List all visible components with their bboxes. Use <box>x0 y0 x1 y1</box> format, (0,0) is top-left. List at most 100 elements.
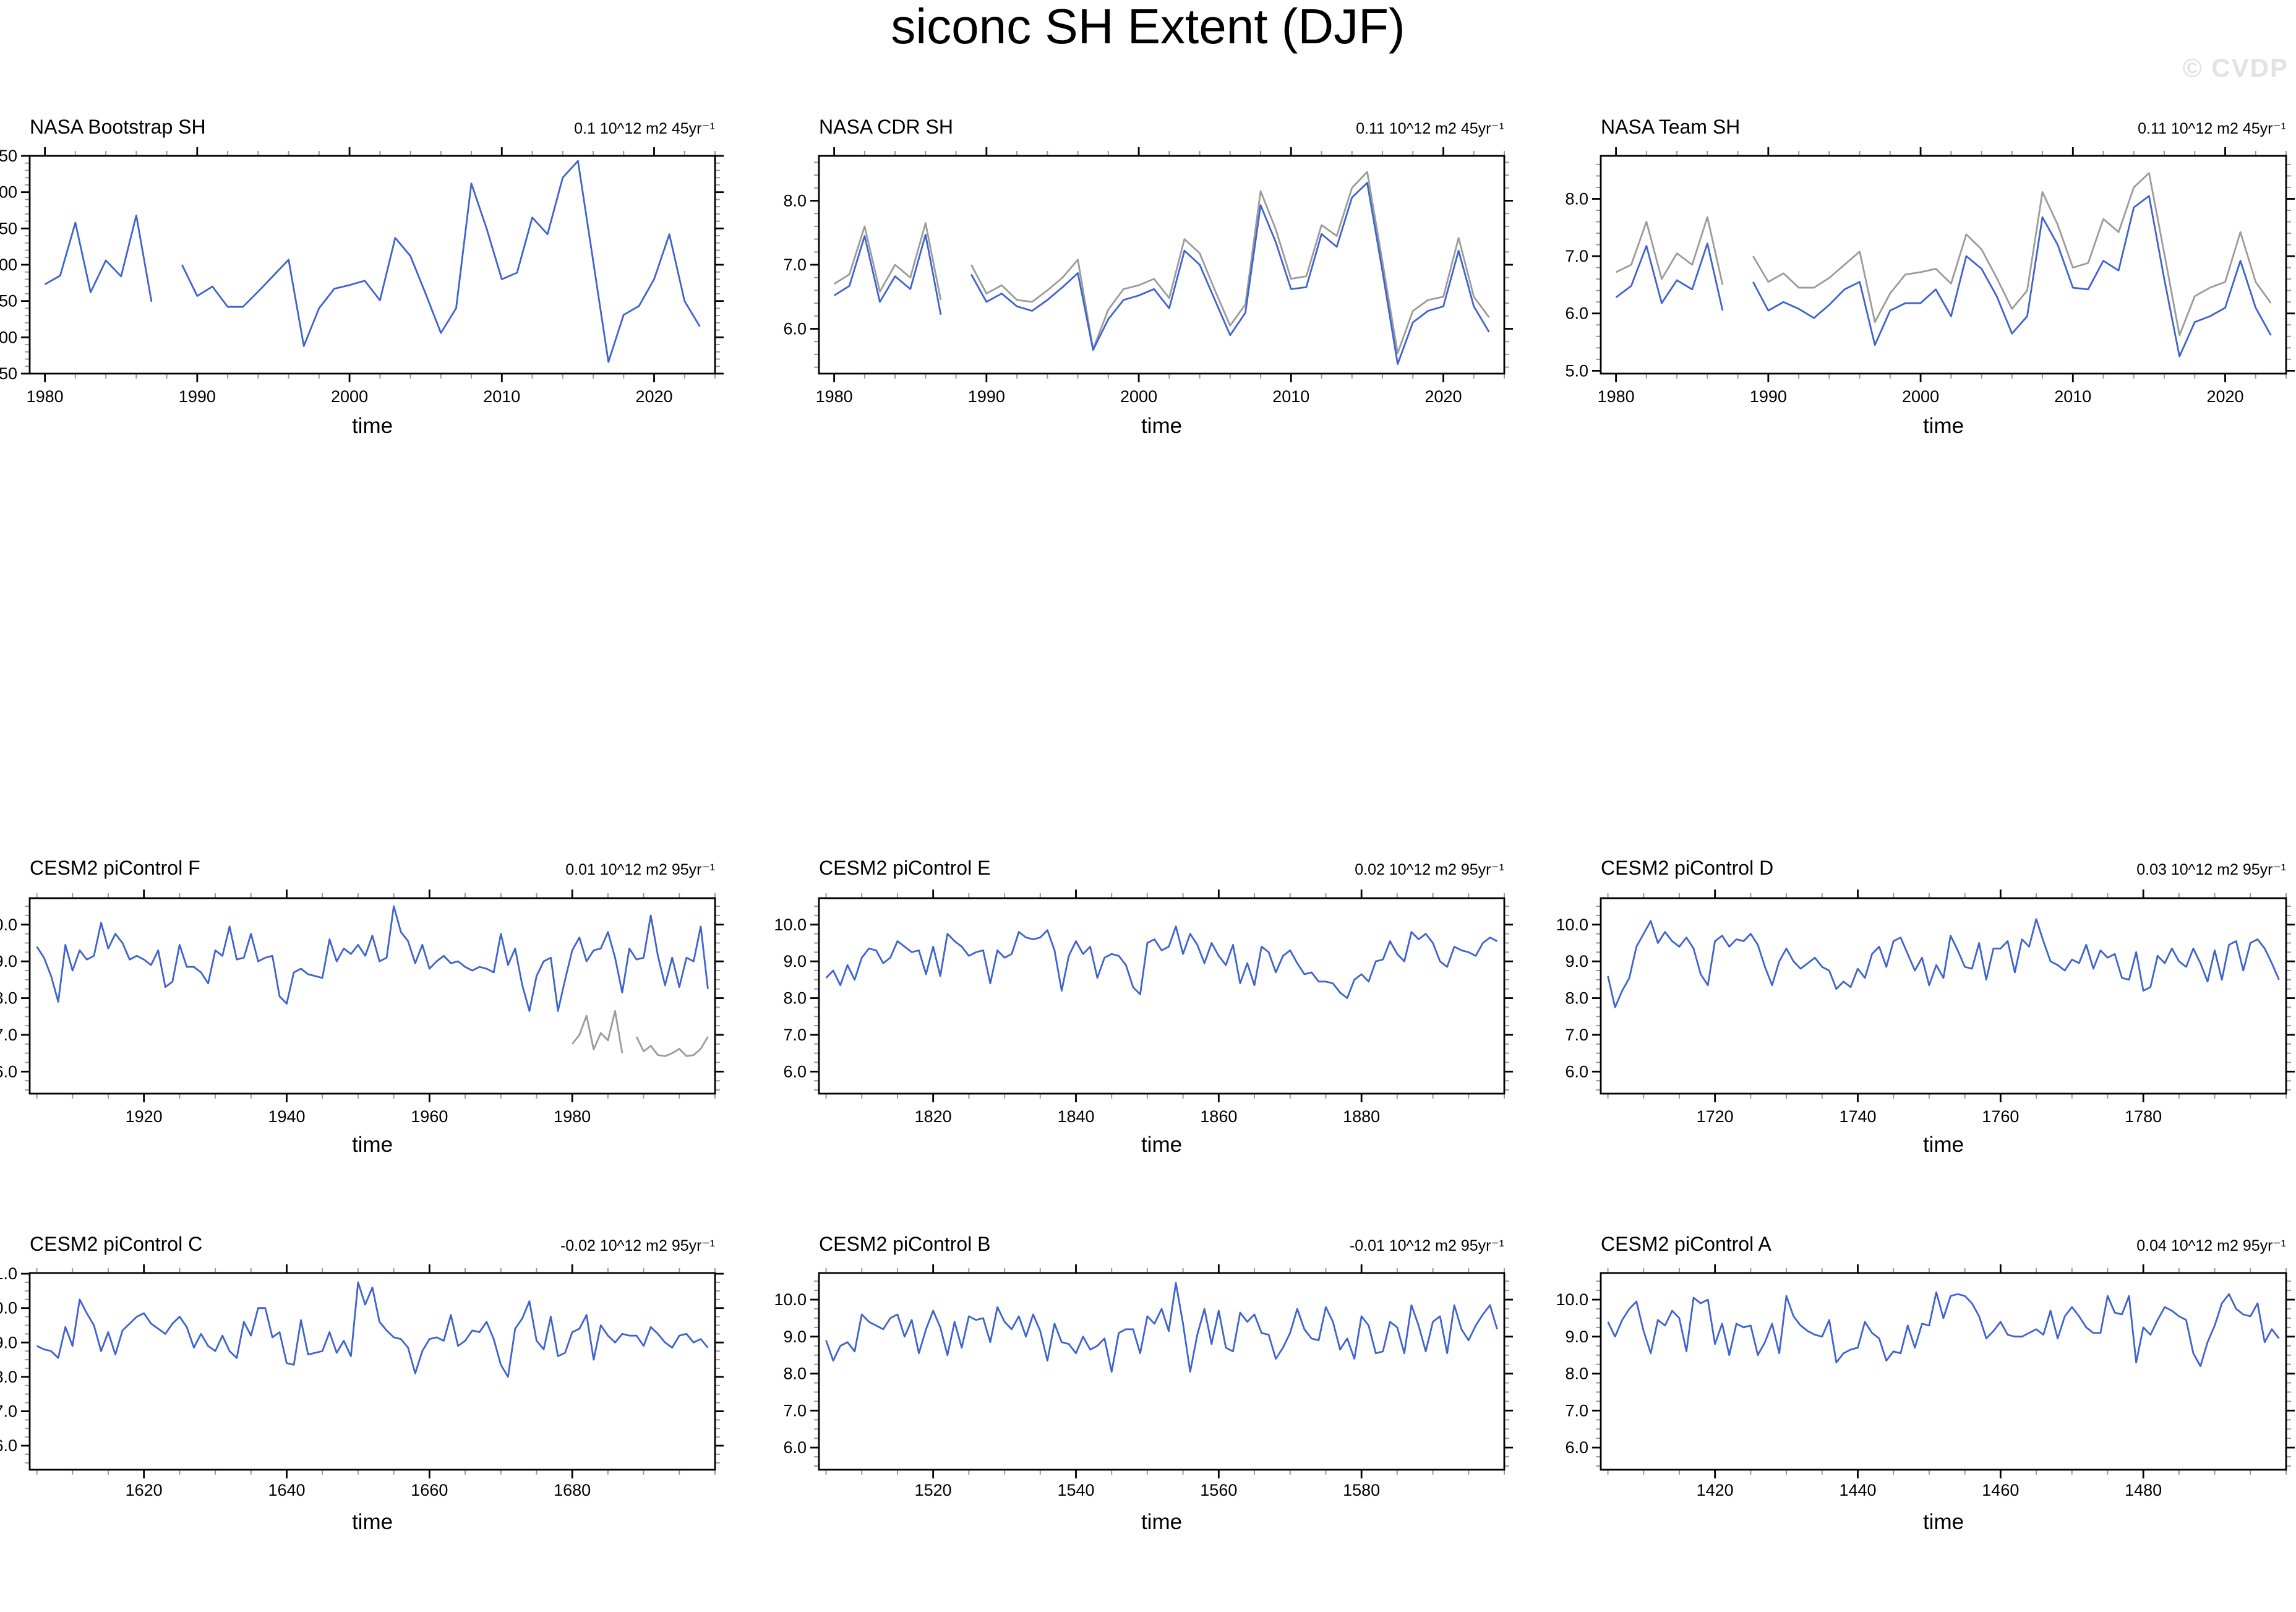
panel-title: CESM2 piControl F <box>30 857 200 879</box>
x-tick-label: 1440 <box>1839 1481 1876 1499</box>
x-tick-label: 2000 <box>331 387 368 406</box>
x-axis-title: time <box>1141 414 1182 438</box>
panel-title: NASA Team SH <box>1601 116 1740 138</box>
y-tick-label: 8.0 <box>1565 989 1588 1008</box>
page-title: siconc SH Extent (DJF) <box>891 0 1405 54</box>
y-tick-label: 8.0 <box>0 989 17 1008</box>
y-tick-label: 11.0 <box>0 1264 17 1283</box>
panel-nasa-bootstrap-sh: NASA Bootstrap SH 0.1 10^12 m2 45yr⁻¹ 1980… <box>0 116 724 438</box>
y-tick-label: 7.0 <box>1565 1026 1588 1044</box>
x-tick-label: 2020 <box>635 387 672 406</box>
y-tick-label: 7.0 <box>783 1401 807 1420</box>
plot-box <box>1600 155 2287 375</box>
x-tick-label: 1880 <box>1343 1107 1380 1126</box>
trend-label: 0.03 10^12 m2 95yr⁻¹ <box>2136 861 2286 878</box>
x-tick-label: 1990 <box>179 387 216 406</box>
trend-label: -0.02 10^12 m2 95yr⁻¹ <box>560 1237 715 1254</box>
y-tick-label: 10.0 <box>0 915 17 934</box>
trend-label: 0.01 10^12 m2 95yr⁻¹ <box>565 861 715 878</box>
y-tick-label: 6.0 <box>783 1062 807 1081</box>
y-tick-label: 7.00 <box>0 255 17 274</box>
x-axis-title: time <box>1923 414 1964 438</box>
x-tick-label: 2010 <box>2054 387 2091 406</box>
x-axis-title: time <box>1923 1133 1964 1157</box>
series-line-blue <box>833 182 1490 365</box>
y-tick-label: 7.0 <box>783 255 807 274</box>
x-tick-label: 1680 <box>554 1481 591 1499</box>
x-tick-label: 1460 <box>1982 1481 2019 1499</box>
y-tick-label: 6.0 <box>0 1062 17 1081</box>
y-tick-label: 6.50 <box>0 292 17 311</box>
y-tick-label: 6.0 <box>1565 1062 1588 1081</box>
y-tick-label: 8.0 <box>783 1365 807 1383</box>
x-tick-label: 1780 <box>2125 1107 2162 1126</box>
y-tick-label: 7.0 <box>0 1026 17 1044</box>
x-tick-label: 1990 <box>968 387 1005 406</box>
trend-label: 0.02 10^12 m2 95yr⁻¹ <box>1355 861 1504 878</box>
x-tick-label: 1640 <box>268 1481 305 1499</box>
x-tick-label: 1620 <box>126 1481 163 1499</box>
y-tick-label: 7.0 <box>0 1402 17 1420</box>
y-tick-label: 8.0 <box>0 1368 17 1386</box>
y-tick-label: 7.0 <box>1565 1401 1588 1420</box>
x-axis-title: time <box>352 1133 393 1157</box>
y-tick-label: 7.0 <box>783 1026 807 1044</box>
series-line-blue <box>1615 195 2272 358</box>
plot-box <box>818 1272 1506 1471</box>
panel-title: CESM2 piControl E <box>819 857 990 879</box>
panel-title: CESM2 piControl A <box>1601 1233 1771 1255</box>
y-tick-label: 8.0 <box>1565 189 1588 208</box>
y-tick-label: 6.0 <box>783 1438 807 1457</box>
panel-title: CESM2 piControl B <box>819 1233 990 1255</box>
x-tick-label: 1980 <box>1598 387 1635 406</box>
x-tick-label: 2010 <box>1272 387 1309 406</box>
y-tick-label: 8.00 <box>0 183 17 202</box>
x-tick-label: 1860 <box>1200 1107 1237 1126</box>
x-tick-label: 1980 <box>27 387 64 406</box>
series-line-blue <box>825 925 1498 999</box>
x-axis-title: time <box>352 414 393 438</box>
x-tick-label: 1540 <box>1057 1481 1094 1499</box>
x-axis-title: time <box>352 1510 393 1534</box>
trend-label: 0.04 10^12 m2 95yr⁻¹ <box>2136 1237 2286 1254</box>
x-tick-label: 1980 <box>554 1107 591 1126</box>
plot-box <box>28 1272 716 1471</box>
y-tick-label: 9.0 <box>0 1333 17 1352</box>
x-tick-label: 1760 <box>1982 1107 2019 1126</box>
cvdp-watermark: © CVDP <box>2182 54 2289 83</box>
x-axis-title: time <box>1923 1510 1964 1534</box>
x-tick-label: 1560 <box>1200 1481 1237 1499</box>
trend-label: 0.11 10^12 m2 45yr⁻¹ <box>1356 120 1504 137</box>
x-tick-label: 1660 <box>411 1481 448 1499</box>
x-tick-label: 1480 <box>2125 1481 2162 1499</box>
y-tick-label: 10.0 <box>774 1290 807 1309</box>
y-tick-label: 8.0 <box>783 989 807 1008</box>
panel-title: CESM2 piControl D <box>1601 857 1773 879</box>
y-tick-label: 6.00 <box>0 328 17 346</box>
x-tick-label: 1580 <box>1343 1481 1380 1499</box>
x-tick-label: 1820 <box>915 1107 952 1126</box>
x-tick-label: 2020 <box>2206 387 2243 406</box>
y-tick-label: 9.0 <box>0 952 17 971</box>
y-tick-label: 6.0 <box>1565 1438 1588 1457</box>
x-tick-label: 1920 <box>126 1107 163 1126</box>
x-tick-label: 1720 <box>1697 1107 1734 1126</box>
panel-nasa-team-sh: NASA Team SH 0.11 10^12 m2 45yr⁻¹ 1980 1990… <box>1565 116 2295 438</box>
y-tick-label: 6.0 <box>1565 304 1588 323</box>
y-tick-label: 10.0 <box>1556 1290 1588 1309</box>
x-tick-label: 1940 <box>268 1107 305 1126</box>
panel-cesm2-picontrol-c: CESM2 piControl C -0.02 10^12 m2 95yr⁻¹ 16… <box>0 1233 724 1534</box>
plot-box <box>1600 1272 2287 1471</box>
y-tick-label: 8.0 <box>1565 1365 1588 1383</box>
plot-box <box>818 155 1506 375</box>
y-tick-label: 6.0 <box>0 1436 17 1455</box>
panel-cesm2-picontrol-d: CESM2 piControl D 0.03 10^12 m2 95yr⁻¹ 172… <box>1556 857 2295 1157</box>
y-tick-label: 10.0 <box>1556 915 1588 934</box>
panel-cesm2-picontrol-f: CESM2 piControl F 0.01 10^12 m2 95yr⁻¹ 192… <box>0 857 724 1157</box>
plot-box <box>1600 897 2287 1095</box>
x-tick-label: 1420 <box>1697 1481 1734 1499</box>
y-tick-label: 10.0 <box>0 1299 17 1318</box>
x-tick-label: 1840 <box>1057 1107 1094 1126</box>
series-line-blue <box>36 905 709 1012</box>
